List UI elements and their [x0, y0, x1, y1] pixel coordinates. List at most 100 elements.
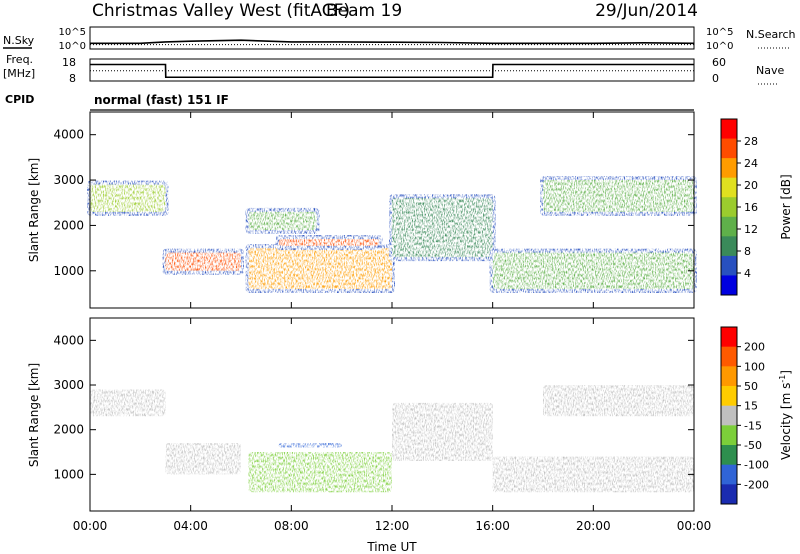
data-region [165, 443, 241, 475]
velocity-label-main: Velocity [m s [779, 383, 793, 460]
power-colorbar-swatch [721, 138, 737, 159]
beam-label: Beam 19 [326, 1, 402, 21]
noise-panel-frame [89, 26, 695, 50]
velocity-colorbar-tick: -200 [744, 478, 769, 491]
velocity-y-axis: 1000 2000 3000 4000 [53, 333, 694, 481]
power-colorbar-tick: 20 [744, 179, 758, 192]
time-axis: 00:00 04:00 08:00 12:00 16:00 20:00 00:00 [73, 112, 712, 533]
power-colorbar-swatches: 28 24 20 16 12 8 4 [721, 119, 758, 296]
power-colorbar-tick: 4 [744, 267, 751, 280]
x-tick-label: 20:00 [576, 519, 611, 533]
power-colorbar-swatch [721, 158, 737, 179]
power-colorbar-tick: 12 [744, 223, 758, 236]
power-panel: 1000 2000 3000 4000 Slant Range [km] [27, 111, 697, 309]
power-colorbar: 28 24 20 16 12 8 4 Power [dB] [720, 118, 793, 296]
nsky-line [90, 39, 695, 45]
y-tick-label: 2000 [53, 218, 84, 232]
power-colorbar-tick: 8 [744, 245, 751, 258]
velocity-colorbar: 200 100 50 15 -15 -50 -100 -200 Velocity [m s-1… [720, 326, 793, 505]
data-region [278, 239, 380, 246]
velocity-colorbar-tick: 50 [744, 380, 758, 393]
power-colorbar-tick: 28 [744, 135, 758, 148]
velocity-label-end: ] [779, 370, 793, 375]
date-label: 29/Jun/2014 [595, 1, 698, 21]
x-tick-label: 08:00 [274, 519, 309, 533]
power-colorbar-tick: 16 [744, 201, 758, 214]
data-region [392, 198, 493, 258]
velocity-colorbar-swatch [721, 405, 737, 426]
velocity-colorbar-swatch [721, 425, 737, 446]
velocity-colorbar-swatch [721, 445, 737, 466]
station-title: Christmas Valley West (fitACF) [92, 1, 350, 21]
velocity-colorbar-swatch [721, 386, 737, 407]
freq-label: Freq. [6, 53, 33, 66]
power-colorbar-tick: 24 [744, 157, 758, 170]
noise-tick-right-top: 10^5 [706, 27, 733, 38]
freq-panel-frame [89, 58, 695, 82]
nave-tick-bottom: 0 [712, 72, 719, 85]
x-tick-label: 00:00 [677, 519, 712, 533]
freq-series [90, 63, 694, 79]
velocity-colorbar-swatch [721, 464, 737, 485]
power-colorbar-swatch [721, 197, 737, 218]
freq-panel: Freq. [MHz] 18 8 60 0 Nave [3, 53, 784, 85]
y-tick-label: 1000 [53, 467, 84, 481]
data-region [543, 180, 694, 212]
x-tick-label: 00:00 [73, 519, 108, 533]
freq-line [90, 63, 694, 79]
power-y-axis: 1000 2000 3000 4000 [53, 128, 694, 278]
y-tick-label: 4000 [53, 128, 84, 142]
data-region [165, 252, 241, 271]
noise-tick-right-bottom: 10^0 [706, 41, 733, 52]
power-colorbar-swatch [721, 255, 737, 276]
noise-series [90, 39, 695, 46]
freq-tick-top: 18 [62, 56, 76, 69]
data-region [248, 211, 317, 230]
x-tick-label: 12:00 [375, 519, 410, 533]
data-region [90, 184, 166, 212]
power-y-axis-label: Slant Range [km] [27, 158, 41, 262]
data-region [278, 443, 342, 448]
x-tick-label: 04:00 [173, 519, 208, 533]
velocity-colorbar-tick: 15 [744, 400, 758, 413]
velocity-colorbar-tick: 100 [744, 360, 765, 373]
data-region [90, 389, 166, 417]
data-region [492, 456, 694, 493]
power-colorbar-swatch [721, 275, 737, 296]
data-region [543, 385, 694, 417]
freq-tick-bottom: 8 [69, 72, 76, 85]
power-colorbar-label: Power [dB] [779, 174, 793, 239]
velocity-colorbar-tick: -50 [744, 439, 762, 452]
velocity-y-axis-label: Slant Range [km] [27, 363, 41, 467]
velocity-colorbar-swatch [721, 484, 737, 505]
noise-panel: N.Sky 10^5 10^0 10^5 10^0 N.Search [3, 26, 796, 52]
freq-unit-label: [MHz] [3, 67, 35, 80]
nave-tick-top: 60 [712, 56, 726, 69]
x-tick-label: 16:00 [475, 519, 510, 533]
x-axis-label: Time UT [366, 540, 417, 554]
data-region [392, 402, 493, 461]
power-colorbar-swatch [721, 216, 737, 237]
y-tick-label: 2000 [53, 423, 84, 437]
power-colorbar-frame [720, 118, 738, 296]
nsky-label: N.Sky [3, 34, 35, 47]
y-tick-label: 3000 [53, 378, 84, 392]
y-tick-label: 4000 [53, 333, 84, 347]
data-region [248, 248, 392, 289]
power-colorbar-swatch [721, 177, 737, 198]
velocity-colorbar-tick: 200 [744, 341, 765, 354]
nave-label: Nave [756, 64, 784, 77]
velocity-colorbar-swatch [721, 366, 737, 387]
velocity-panel: 1000 2000 3000 4000 Slant Range [km] [27, 317, 695, 512]
velocity-colorbar-swatches: 200 100 50 15 -15 -50 -100 -200 [721, 327, 769, 505]
velocity-colorbar-swatch [721, 327, 737, 348]
noise-tick-left-top: 10^5 [59, 27, 86, 38]
power-colorbar-swatch [721, 236, 737, 257]
cpid-value: normal (fast) 151 IF [94, 93, 229, 107]
velocity-colorbar-tick: -15 [744, 419, 762, 432]
velocity-data [90, 385, 694, 493]
velocity-colorbar-frame [720, 326, 738, 505]
cpid-label: CPID [5, 93, 34, 106]
y-tick-label: 1000 [53, 264, 84, 278]
